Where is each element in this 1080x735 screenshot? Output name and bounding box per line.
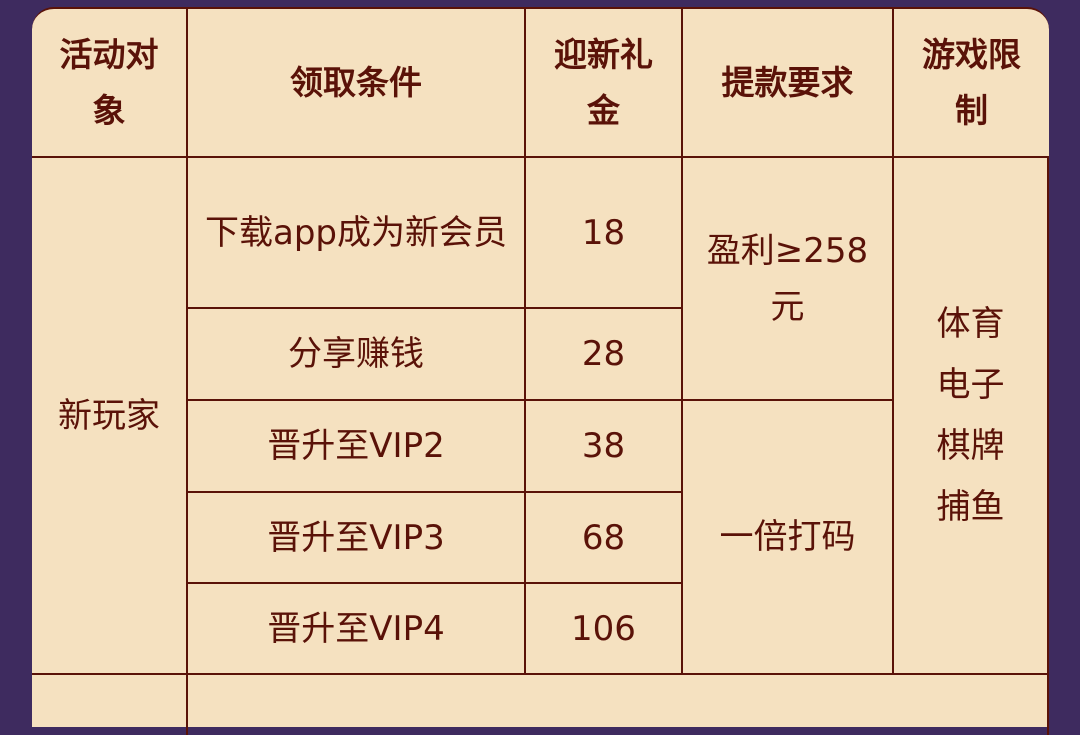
next-row-target-cell bbox=[32, 675, 188, 735]
header-target: 活动对象 bbox=[32, 9, 188, 158]
games-cell: 体育电子棋牌捕鱼 bbox=[894, 158, 1049, 675]
target-cell: 新玩家 bbox=[32, 158, 188, 675]
next-row-content-cell bbox=[188, 675, 1049, 735]
bonus-cell: 68 bbox=[526, 493, 683, 584]
header-games: 游戏限制 bbox=[894, 9, 1049, 158]
header-bonus: 迎新礼金 bbox=[526, 9, 683, 158]
withdraw-cell: 一倍打码 bbox=[683, 401, 894, 675]
condition-cell: 晋升至VIP4 bbox=[188, 584, 526, 675]
bonus-cell: 18 bbox=[526, 158, 683, 309]
condition-cell: 晋升至VIP3 bbox=[188, 493, 526, 584]
header-condition: 领取条件 bbox=[188, 9, 526, 158]
header-withdraw: 提款要求 bbox=[683, 9, 894, 158]
condition-cell: 分享赚钱 bbox=[188, 309, 526, 401]
bonus-table: 活动对象 领取条件 迎新礼金 提款要求 游戏限制 新玩家 下载app成为新会员 … bbox=[32, 7, 1049, 735]
bonus-cell: 28 bbox=[526, 309, 683, 401]
bonus-cell: 38 bbox=[526, 401, 683, 493]
withdraw-cell: 盈利≥258元 bbox=[683, 158, 894, 401]
condition-cell: 下载app成为新会员 bbox=[188, 158, 526, 309]
bonus-cell: 106 bbox=[526, 584, 683, 675]
condition-cell: 晋升至VIP2 bbox=[188, 401, 526, 493]
